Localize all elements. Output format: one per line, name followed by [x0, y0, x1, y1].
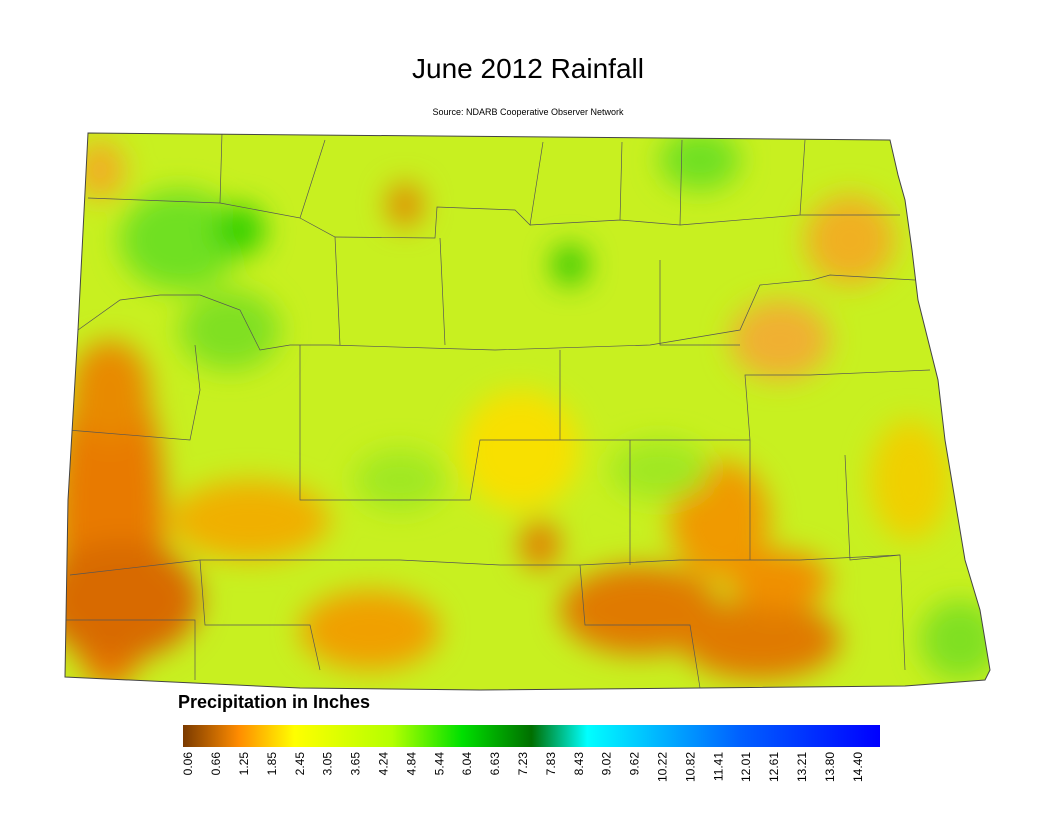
legend-tick-label: 6.63 — [488, 752, 502, 776]
legend-tick-label: 2.45 — [293, 752, 307, 776]
legend-tick-label: 6.04 — [460, 752, 474, 776]
legend-tick-label: 1.25 — [237, 752, 251, 776]
legend-title: Precipitation in Inches — [178, 692, 370, 712]
legend-tick-label: 9.62 — [628, 752, 642, 776]
legend-tick-label: 11.41 — [711, 752, 725, 781]
legend-tick-label: 7.83 — [544, 752, 558, 776]
legend-tick-label: 4.84 — [404, 752, 418, 776]
legend-tick-label: 9.02 — [600, 752, 614, 776]
legend-tick-label: 12.61 — [767, 752, 781, 782]
legend-tick-label: 3.05 — [321, 752, 335, 776]
legend-tick-label: 4.24 — [376, 752, 390, 776]
legend-ticks: 0.06 0.66 1.25 1.85 2.45 3.05 3.65 4.24 4.84 5.44… — [181, 752, 865, 782]
legend-tick-label: 3.65 — [349, 752, 363, 776]
color-bar — [183, 725, 880, 747]
legend-tick-label: 8.43 — [572, 752, 586, 776]
legend-tick-label: 5.44 — [432, 752, 446, 776]
legend-tick-label: 13.80 — [823, 752, 837, 782]
legend-tick-label: 10.22 — [655, 752, 669, 782]
legend-tick-label: 14.40 — [851, 752, 865, 782]
legend-tick-label: 0.06 — [181, 752, 195, 776]
rainfall-surface — [65, 133, 990, 690]
map-source: Source: NDARB Cooperative Observer Netwo… — [432, 107, 624, 117]
legend-tick-label: 12.01 — [739, 752, 753, 782]
legend-tick-label: 7.23 — [516, 752, 530, 776]
map-title: June 2012 Rainfall — [412, 53, 644, 84]
legend-tick-label: 10.82 — [683, 752, 697, 782]
legend-tick-label: 13.21 — [795, 752, 809, 782]
legend-tick-label: 0.66 — [209, 752, 223, 776]
legend-tick-label: 1.85 — [265, 752, 279, 776]
